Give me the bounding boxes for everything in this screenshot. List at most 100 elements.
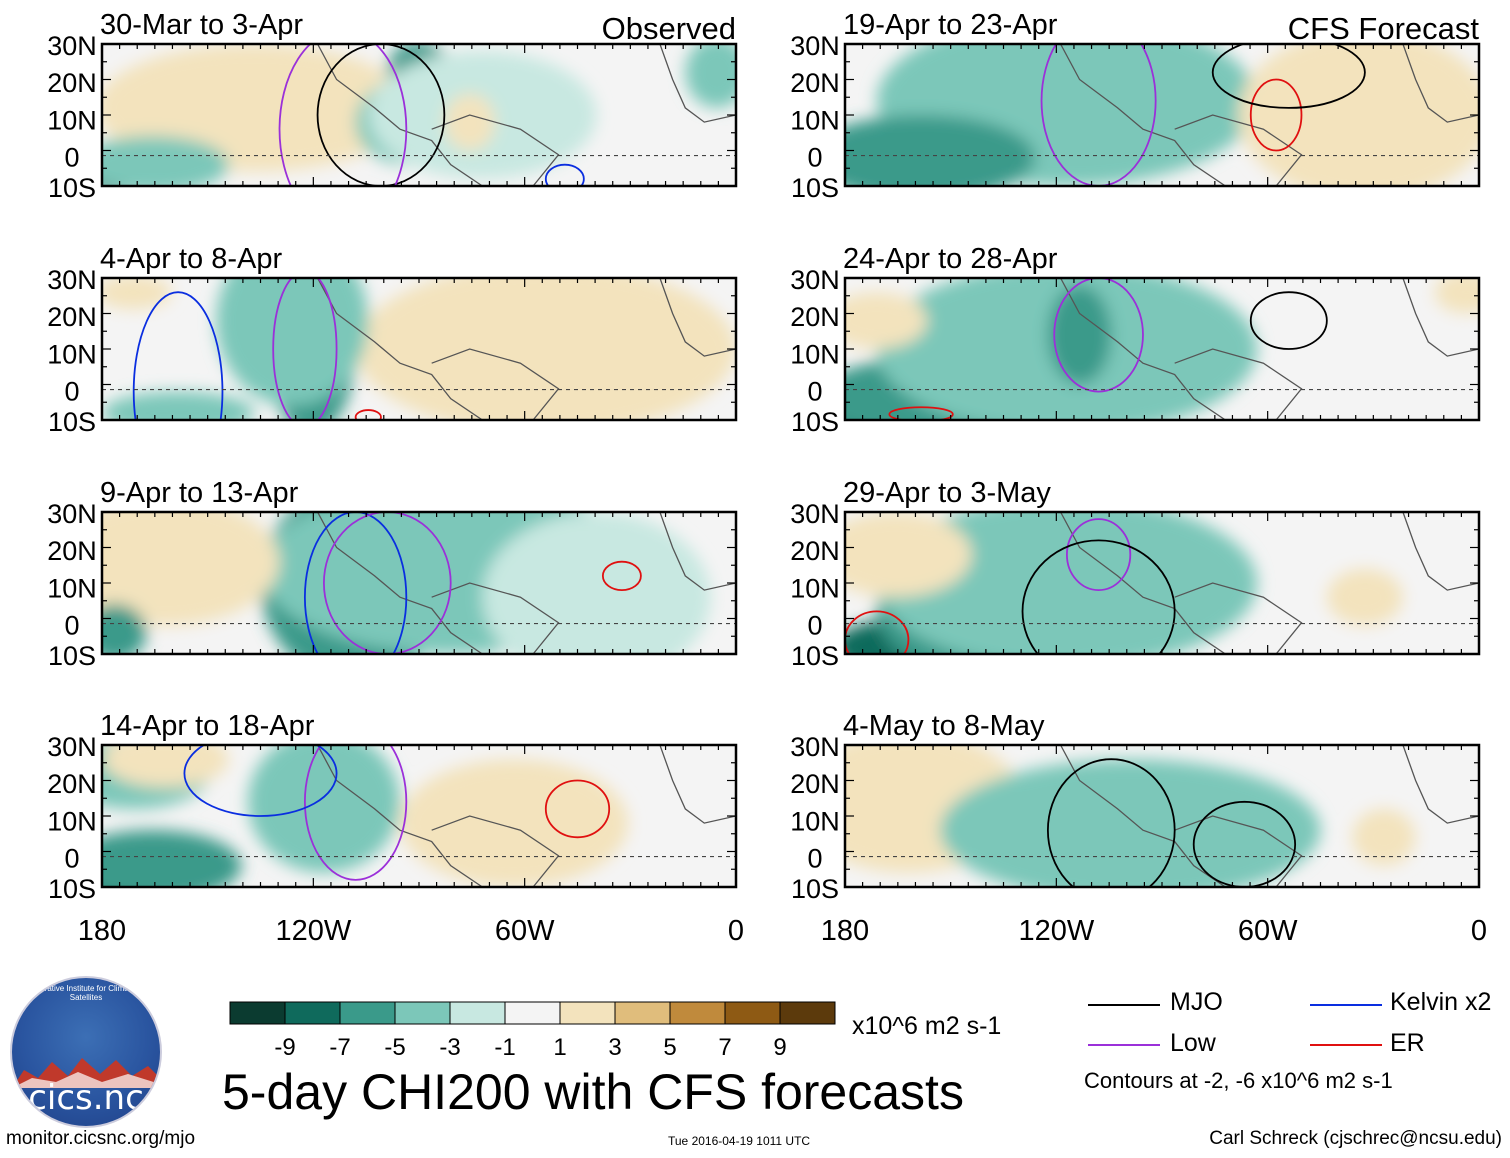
south-america-coastline <box>1174 815 1303 887</box>
y-tick-label: 10N <box>790 339 840 369</box>
y-tick-label: 10S <box>48 641 96 671</box>
americas-coastline <box>1059 745 1226 887</box>
south-america-coastline <box>1174 582 1303 654</box>
x-tick-label: 180 <box>78 915 126 947</box>
wave-contour <box>323 512 452 654</box>
panel-period-label: 4-May to 8-May <box>843 710 1045 742</box>
anomaly-blob <box>940 759 1321 887</box>
colorbar-swatch <box>284 1001 341 1025</box>
colorbar-swatch <box>724 1001 781 1025</box>
anomaly-blob <box>102 745 229 788</box>
er-legend-line <box>1310 1044 1382 1046</box>
kelvin-legend-label: Kelvin x2 <box>1390 988 1492 1016</box>
wave-contour <box>1021 539 1176 654</box>
colorbar-label: -5 <box>384 1034 405 1061</box>
wave-contour <box>888 406 954 420</box>
americas-coastline <box>316 512 483 654</box>
colorbar-swatch <box>559 1001 616 1025</box>
cics-logo: Cooperative Institute for Climate and Sa… <box>10 976 162 1128</box>
wave-contour <box>316 44 446 186</box>
y-tick-label: 10N <box>47 105 97 135</box>
colorbar-label: -1 <box>494 1034 515 1061</box>
wave-contour <box>303 745 408 881</box>
wave-contour <box>845 610 910 654</box>
anomaly-blob <box>1326 568 1403 626</box>
low-legend-label: Low <box>1170 1029 1216 1057</box>
south-america-coastline <box>431 815 560 887</box>
colorbar-swatch <box>229 1001 286 1025</box>
y-tick-label: 20N <box>790 302 840 332</box>
y-tick-label: 10S <box>791 173 839 203</box>
anomaly-blob <box>399 759 629 887</box>
x-tick-label: 60W <box>1238 915 1298 947</box>
south-america-coastline <box>431 348 560 420</box>
colorbar-swatch <box>394 1001 451 1025</box>
y-tick-label: 10N <box>47 806 97 836</box>
americas-coastline <box>1059 44 1226 186</box>
panel-period-label: 30-Mar to 3-Apr <box>100 9 303 41</box>
anomaly-blob <box>355 278 736 420</box>
y-tick-label: 0 <box>64 143 79 173</box>
anomaly-blob <box>1352 808 1416 866</box>
anomaly-blob <box>102 830 242 887</box>
wave-contour <box>601 560 642 592</box>
americas-coastline <box>316 44 483 186</box>
anomaly-blob <box>1434 278 1479 314</box>
x-tick-label: 0 <box>728 915 744 947</box>
colorbar-label: 5 <box>663 1034 676 1061</box>
anomaly-blob <box>102 136 229 186</box>
americas-coastline <box>316 745 483 887</box>
colorbar-swatch <box>669 1001 726 1025</box>
americas-coastline <box>1059 512 1226 654</box>
logo-wordmark: cics.nc <box>28 1078 144 1118</box>
er-legend-label: ER <box>1390 1029 1425 1057</box>
wave-contour <box>1192 800 1297 887</box>
africa-coastline <box>659 745 736 824</box>
panel-tag: Observed <box>602 11 736 46</box>
y-tick-label: 0 <box>807 377 822 407</box>
y-tick-label: 10N <box>790 806 840 836</box>
y-tick-label: 10S <box>791 641 839 671</box>
africa-coastline <box>1402 278 1479 357</box>
anomaly-blob <box>102 512 280 626</box>
y-tick-label: 20N <box>790 769 840 799</box>
wave-contour <box>278 44 408 186</box>
y-tick-label: 20N <box>47 302 97 332</box>
mjo-legend-label: MJO <box>1170 988 1223 1016</box>
colorbar-swatch <box>504 1001 561 1025</box>
y-tick-label: 20N <box>790 68 840 98</box>
y-tick-label: 10S <box>791 407 839 437</box>
wave-contour <box>1249 291 1328 350</box>
wave-contour <box>1040 44 1157 186</box>
x-tick-label: 180 <box>821 915 869 947</box>
colorbar: -9 -7 -5 -3 -1 1 3 5 7 9 <box>229 1001 836 1061</box>
africa-coastline <box>659 44 736 123</box>
y-tick-label: 30N <box>47 265 97 295</box>
anomaly-blob <box>102 391 255 420</box>
x-tick-label: 0 <box>1471 915 1487 947</box>
wave-contour <box>1066 518 1132 591</box>
wave-contour <box>1211 44 1366 109</box>
africa-coastline <box>1402 44 1479 123</box>
low-legend-line <box>1088 1044 1160 1046</box>
wave-contour <box>544 163 585 186</box>
y-tick-label: 0 <box>807 844 822 874</box>
y-tick-label: 0 <box>64 377 79 407</box>
anomaly-blob <box>685 44 736 108</box>
south-america-coastline <box>431 114 560 186</box>
panel-period-label: 29-Apr to 3-May <box>843 477 1051 509</box>
mountain-icon <box>12 1058 160 1088</box>
y-tick-label: 30N <box>47 499 97 529</box>
y-tick-label: 30N <box>790 31 840 61</box>
colorbar-swatch <box>339 1001 396 1025</box>
units-label: x10^6 m2 s-1 <box>852 1012 1002 1040</box>
footer-timestamp: Tue 2016-04-19 1011 UTC <box>668 1134 811 1148</box>
y-tick-label: 10N <box>47 573 97 603</box>
panel-period-label: 19-Apr to 23-Apr <box>843 9 1058 41</box>
y-tick-label: 30N <box>790 732 840 762</box>
wave-contour <box>1053 278 1144 393</box>
anomaly-blob <box>845 115 1036 186</box>
